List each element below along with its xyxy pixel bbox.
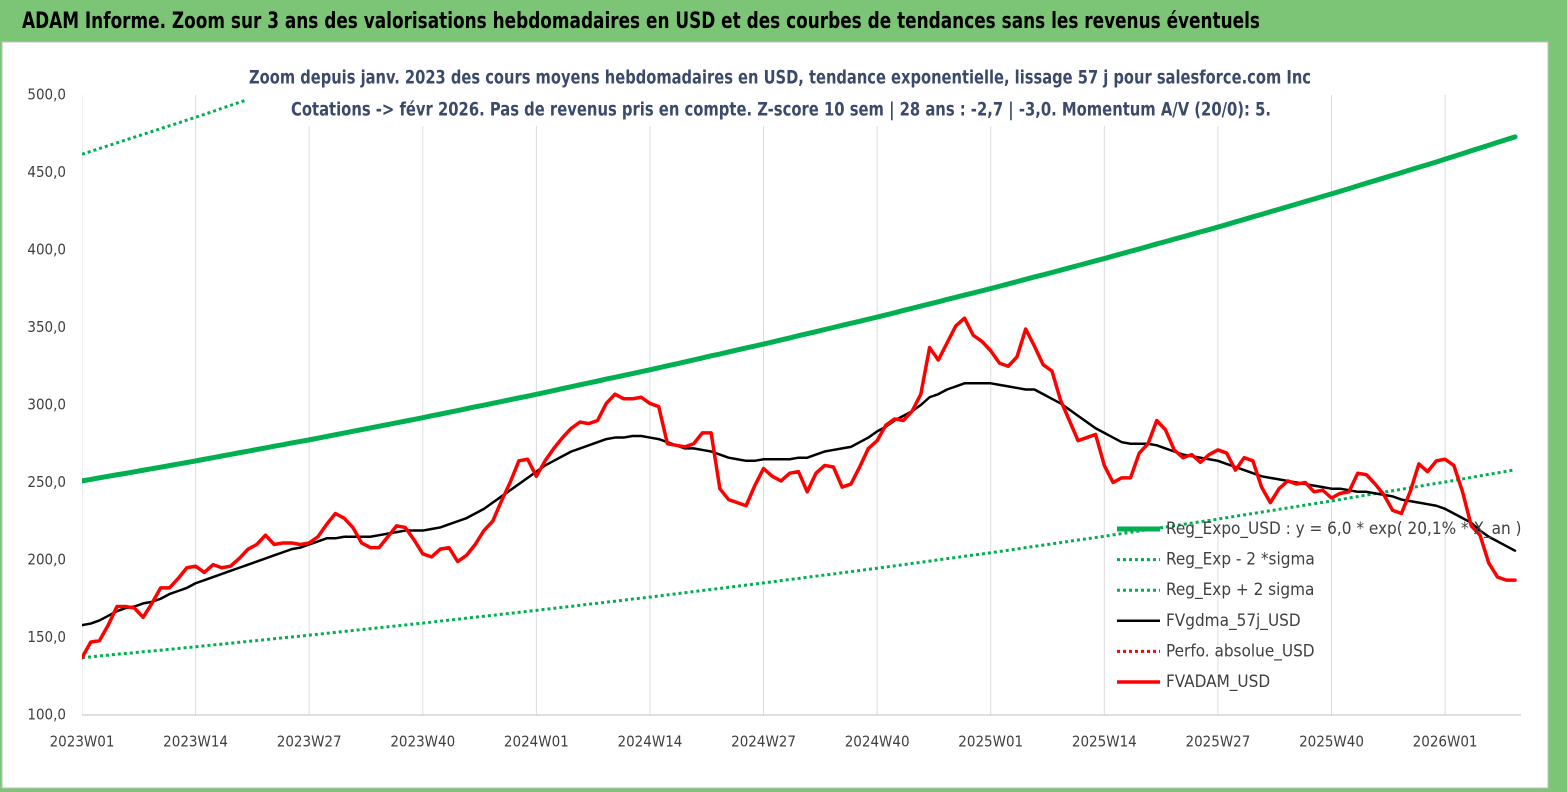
y-tick-label: 400,0	[27, 241, 66, 259]
x-tick-label: 2025W01	[958, 733, 1023, 751]
legend-label: Reg_Expo_USD : y = 6,0 * exp( 20,1% * X_…	[1166, 519, 1522, 539]
y-tick-label: 200,0	[27, 551, 66, 569]
x-tick-label: 2025W27	[1185, 733, 1250, 751]
y-tick-label: 500,0	[27, 86, 66, 104]
x-tick-label: 2026W01	[1413, 733, 1478, 751]
y-tick-label: 300,0	[27, 396, 66, 414]
legend-label: FVgdma_57j_USD	[1166, 611, 1301, 631]
legend-label: Perfo. absolue_USD	[1166, 641, 1315, 661]
x-tick-label: 2025W40	[1299, 733, 1364, 751]
series-line	[82, 316, 1517, 660]
x-tick-label: 2024W01	[504, 733, 569, 751]
y-tick-label: 350,0	[27, 318, 66, 336]
y-tick-label: 150,0	[27, 628, 66, 646]
x-tick-label: 2023W01	[50, 733, 115, 751]
x-tick-label: 2023W14	[163, 733, 228, 751]
series-line	[82, 468, 1516, 660]
subtitle-box	[245, 60, 1315, 126]
y-tick-label: 450,0	[27, 163, 66, 181]
chart-title: ADAM Informe. Zoom sur 3 ans des valoris…	[22, 9, 1260, 34]
subtitle: Cotations -> févr 2026. Pas de revenus p…	[291, 99, 1271, 121]
x-tick-label: 2024W27	[731, 733, 796, 751]
subtitle: Zoom depuis janv. 2023 des cours moyens …	[249, 67, 1311, 89]
legend-label: FVADAM_USD	[1166, 672, 1270, 692]
x-tick-label: 2023W27	[277, 733, 342, 751]
x-tick-label: 2023W40	[390, 733, 455, 751]
legend-label: Reg_Exp + 2 sigma	[1166, 580, 1314, 600]
x-tick-label: 2025W14	[1072, 733, 1137, 751]
legend-label: Reg_Exp - 2 *sigma	[1166, 550, 1315, 570]
y-tick-label: 250,0	[27, 473, 66, 491]
series-line	[82, 134, 1518, 484]
x-tick-label: 2024W40	[845, 733, 910, 751]
plot-area	[82, 95, 1521, 716]
y-tick-label: 100,0	[27, 706, 66, 724]
x-tick-label: 2024W14	[618, 733, 683, 751]
series-line	[82, 382, 1517, 627]
chart-area	[1, 41, 1549, 789]
